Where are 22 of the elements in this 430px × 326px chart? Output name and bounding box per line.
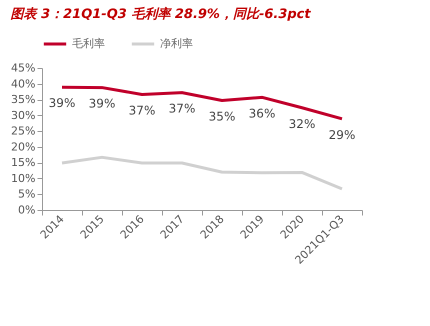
data-label: 37% — [128, 104, 156, 118]
y-tick-label: 25% — [11, 124, 36, 138]
y-tick-label: 5% — [18, 188, 36, 201]
y-tick-label: 40% — [11, 77, 36, 90]
chart-title: 图表 3：21Q1-Q3 毛利率 28.9%，同比-6.3pct — [10, 6, 312, 22]
data-label: 36% — [248, 106, 276, 120]
data-label: 39% — [88, 96, 116, 111]
y-tick-label: 0% — [18, 204, 36, 216]
line-series — [60, 156, 344, 190]
y-tick-label: 10% — [11, 172, 36, 185]
legend-label: 净利率 — [160, 37, 193, 50]
y-tick-label: 45% — [11, 62, 36, 74]
y-tick-label: 35% — [11, 93, 36, 106]
data-label: 35% — [208, 110, 236, 124]
y-tick-label: 20% — [11, 140, 36, 154]
legend-label: 毛利率 — [72, 37, 105, 50]
data-label: 32% — [288, 116, 316, 131]
y-tick-label: 15% — [11, 156, 36, 170]
data-label: 37% — [168, 102, 196, 116]
data-label: 39% — [48, 96, 76, 110]
data-label: 29% — [328, 128, 356, 142]
y-tick-label: 30% — [11, 108, 36, 122]
